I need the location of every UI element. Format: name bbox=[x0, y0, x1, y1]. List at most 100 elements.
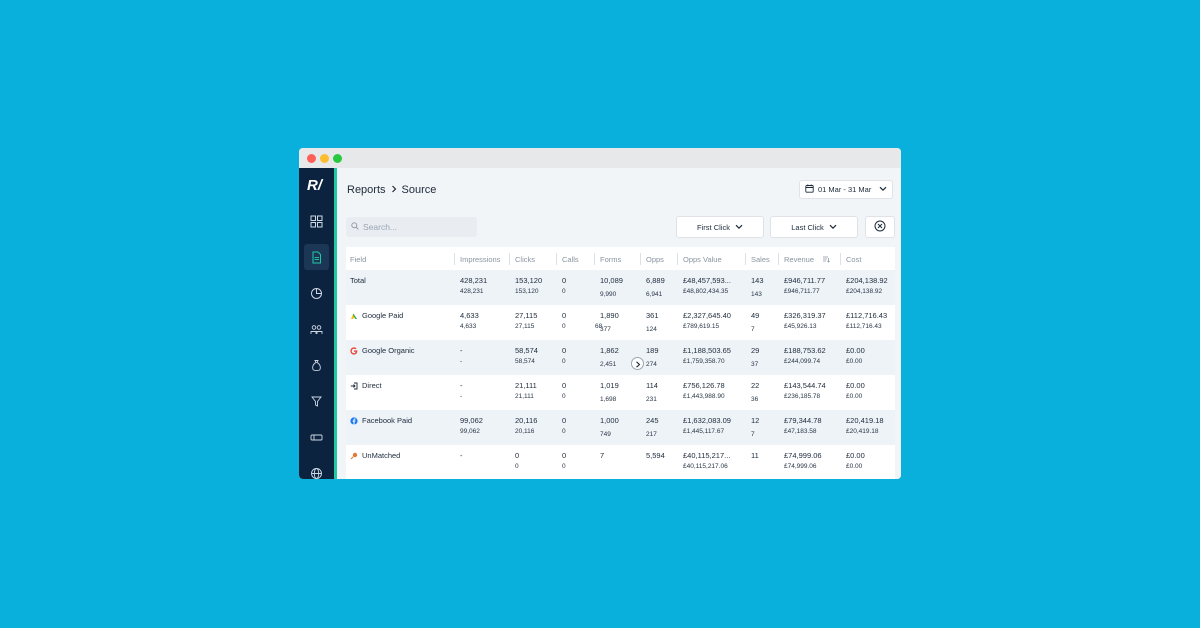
column-divider[interactable] bbox=[509, 253, 510, 265]
field-label: Total bbox=[350, 276, 366, 285]
column-header-revenue[interactable]: Revenue bbox=[784, 255, 815, 264]
cell-impressions: 4,633 bbox=[460, 311, 479, 320]
sidebar-item-audiences[interactable] bbox=[304, 316, 329, 342]
cell-opps: 5,594 bbox=[646, 451, 665, 460]
last-click-label: Last Click bbox=[791, 222, 824, 232]
sidebar-item-analytics[interactable] bbox=[304, 280, 329, 306]
sidebar-item-dashboard[interactable] bbox=[304, 208, 329, 234]
cell-forms: 1,890 bbox=[600, 311, 619, 320]
cell-opps-value-secondary: £40,115,217.06 bbox=[683, 463, 728, 470]
cell-calls: 0 bbox=[562, 276, 567, 285]
column-divider[interactable] bbox=[745, 253, 746, 265]
column-header-calls[interactable]: Calls bbox=[562, 255, 579, 264]
clear-filters-button[interactable] bbox=[865, 216, 895, 238]
cell-revenue-secondary: £74,999.06 bbox=[784, 463, 817, 470]
minimize-window-button[interactable] bbox=[320, 154, 329, 163]
cell-forms: 1,000 bbox=[600, 416, 619, 425]
breadcrumb-parent[interactable]: Reports bbox=[347, 184, 386, 196]
cell-clicks-secondary: 20,116 bbox=[515, 428, 535, 435]
column-header-impressions[interactable]: Impressions bbox=[460, 255, 501, 264]
cell-revenue: £188,753.62 bbox=[784, 346, 826, 355]
cell-impressions-secondary: 99,062 bbox=[460, 428, 480, 435]
column-header-opps-value[interactable]: Opps Value bbox=[683, 255, 722, 264]
cell-sales: 22 bbox=[751, 381, 760, 390]
table-row[interactable]: UnMatched - 0 0 7 5,594 £40,115,217... 11 £74,99… bbox=[346, 445, 895, 479]
column-header-forms[interactable]: Forms bbox=[600, 255, 622, 264]
field-cell: Facebook Paid bbox=[350, 416, 412, 425]
cell-clicks: 58,574 bbox=[515, 346, 538, 355]
cell-calls: 0 bbox=[562, 451, 567, 460]
sidebar-item-funnel[interactable] bbox=[304, 388, 329, 414]
column-header-field[interactable]: Field bbox=[350, 255, 367, 264]
sidebar-item-campaigns[interactable] bbox=[304, 424, 329, 450]
cell-opps-secondary: 274 bbox=[646, 361, 657, 368]
cell-sales-secondary: 36 bbox=[751, 396, 759, 403]
cell-cost-secondary: £0.00 bbox=[846, 393, 863, 400]
cell-clicks-secondary: 0 bbox=[515, 463, 519, 470]
close-window-button[interactable] bbox=[307, 154, 316, 163]
breadcrumb-current: Source bbox=[401, 184, 437, 196]
cell-revenue: £79,344.78 bbox=[784, 416, 822, 425]
sidebar-toggle-button[interactable] bbox=[631, 357, 644, 370]
cell-clicks-secondary: 27,115 bbox=[515, 323, 535, 330]
cell-sales-secondary: 143 bbox=[751, 291, 762, 298]
cell-revenue-secondary: £946,711.77 bbox=[784, 288, 820, 295]
sort-icon[interactable] bbox=[822, 255, 830, 265]
cell-opps-value-secondary: £1,445,117.67 bbox=[683, 428, 725, 435]
cell-cost: £112,716.43 bbox=[846, 311, 888, 320]
column-header-opps[interactable]: Opps bbox=[646, 255, 664, 264]
date-range-picker[interactable]: 01 Mar - 31 Mar bbox=[799, 180, 893, 199]
cell-revenue: £326,319.37 bbox=[784, 311, 826, 320]
column-header-clicks[interactable]: Clicks bbox=[515, 255, 535, 264]
cell-opps-value: £40,115,217... bbox=[683, 451, 731, 460]
sidebar-item-integrations[interactable] bbox=[304, 460, 329, 479]
column-divider[interactable] bbox=[778, 253, 779, 265]
chevron-right-icon bbox=[390, 185, 398, 196]
table-row[interactable]: Google Organic - 58,574 0 1,862 189 £1,188,503… bbox=[346, 340, 895, 375]
breadcrumb: Reports Source bbox=[347, 184, 436, 196]
column-divider[interactable] bbox=[677, 253, 678, 265]
column-divider[interactable] bbox=[454, 253, 455, 265]
column-divider[interactable] bbox=[640, 253, 641, 265]
column-divider[interactable] bbox=[594, 253, 595, 265]
cell-cost-secondary: £204,138.92 bbox=[846, 288, 883, 295]
cell-calls: 0 bbox=[562, 311, 567, 320]
cell-forms-secondary: 1,698 bbox=[600, 396, 617, 403]
cell-calls: 0 bbox=[562, 381, 567, 390]
table-row[interactable]: Direct - 21,111 0 1,019 114 £756,126.78 22 £143,… bbox=[346, 375, 895, 410]
table-row[interactable]: Facebook Paid 99,062 20,116 0 1,000 245 £1,632… bbox=[346, 410, 895, 445]
field-cell: Google Organic bbox=[350, 346, 415, 355]
maximize-window-button[interactable] bbox=[333, 154, 342, 163]
cell-calls-secondary: 0 bbox=[562, 463, 566, 470]
chevron-down-icon bbox=[735, 223, 743, 232]
cell-calls-secondary: 0 bbox=[562, 393, 566, 400]
cell-revenue: £946,711.77 bbox=[784, 276, 826, 285]
cell-clicks-secondary: 21,111 bbox=[515, 393, 534, 400]
cell-sales-secondary: 7 bbox=[751, 326, 755, 333]
field-label: Google Paid bbox=[362, 311, 404, 320]
logo-text: R/ bbox=[307, 177, 322, 194]
cell-revenue-secondary: £236,185.78 bbox=[784, 393, 821, 400]
column-header-cost[interactable]: Cost bbox=[846, 255, 862, 264]
app-window: R/ Reports Source 01 Mar - 31 Mar Search… bbox=[299, 148, 901, 479]
search-input[interactable]: Search... bbox=[346, 217, 477, 237]
cell-opps-secondary: 231 bbox=[646, 396, 657, 403]
table-row[interactable]: Google Paid 4,633 27,115 0 1,890 361 £2,327,64… bbox=[346, 305, 895, 340]
cell-calls-secondary: 0 bbox=[562, 323, 566, 330]
column-header-sales[interactable]: Sales bbox=[751, 255, 770, 264]
cell-forms-secondary: 9,990 bbox=[600, 291, 617, 298]
cell-impressions: - bbox=[460, 451, 463, 460]
cell-clicks: 20,116 bbox=[515, 416, 538, 425]
column-divider[interactable] bbox=[556, 253, 557, 265]
first-click-dropdown[interactable]: First Click bbox=[676, 216, 764, 238]
last-click-dropdown[interactable]: Last Click bbox=[770, 216, 858, 238]
logo[interactable]: R/ bbox=[307, 176, 329, 196]
field-cell: Google Paid bbox=[350, 311, 403, 320]
window-titlebar bbox=[299, 148, 901, 168]
sidebar-item-revenue[interactable] bbox=[304, 352, 329, 378]
table-row-total[interactable]: Total 428,231 153,120 0 10,089 6,889 £48,457,5… bbox=[346, 270, 895, 305]
sidebar-item-reports[interactable] bbox=[304, 244, 329, 270]
column-divider[interactable] bbox=[840, 253, 841, 265]
cell-calls-secondary: 0 bbox=[562, 288, 566, 295]
cell-opps: 189 bbox=[646, 346, 659, 355]
